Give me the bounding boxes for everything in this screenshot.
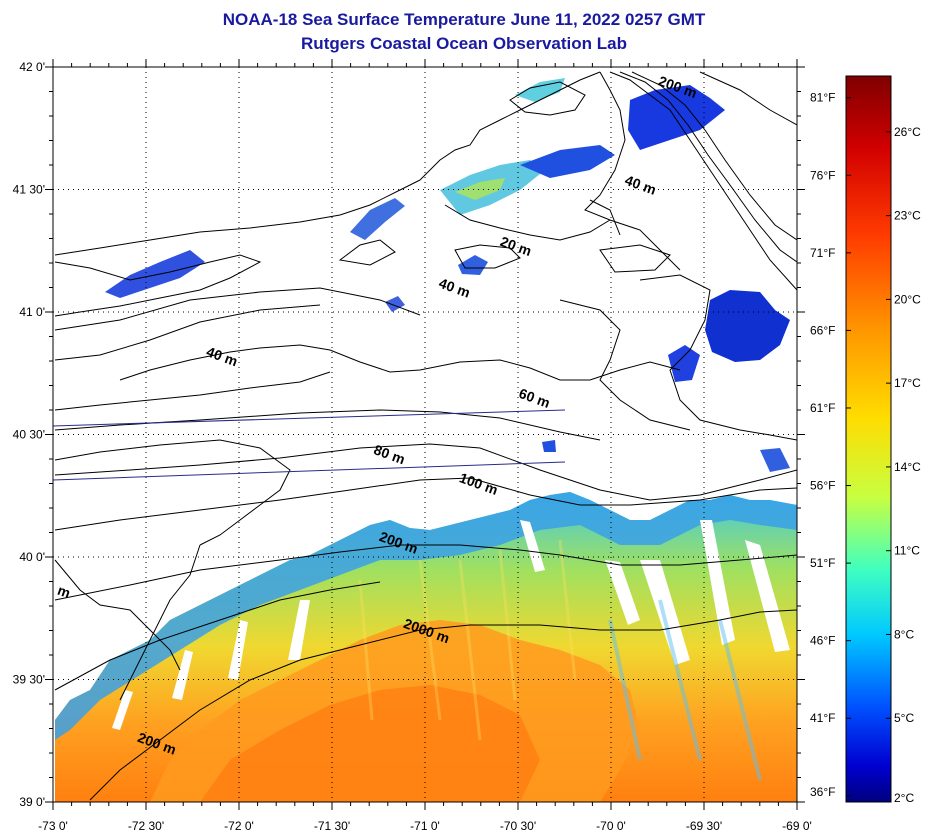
celsius-label: 5°C bbox=[894, 711, 914, 725]
sst-patch-narragansett bbox=[350, 198, 405, 240]
fahrenheit-label: 56°F bbox=[810, 479, 835, 493]
sst-shelf-fringe bbox=[55, 492, 797, 740]
contour-label: 40 m bbox=[623, 172, 658, 198]
sst-patch-capecod-bay bbox=[515, 78, 565, 102]
sst-patch-cape-north bbox=[520, 145, 615, 178]
fahrenheit-label: 71°F bbox=[810, 246, 835, 260]
fahrenheit-label: 76°F bbox=[810, 168, 835, 182]
contour-label: 20 m bbox=[498, 233, 533, 259]
latitude-label: 39 30' bbox=[13, 673, 45, 687]
contour-label: 100 m bbox=[457, 469, 500, 498]
celsius-label: 20°C bbox=[894, 292, 921, 306]
sst-patch-nantucket-east bbox=[705, 290, 790, 362]
longitude-labels: -73 0' -72 30' -72 0' -71 30' -71 0' -70 30' -… bbox=[38, 819, 812, 832]
latitude-label: 39 0' bbox=[19, 795, 45, 809]
map-title: NOAA-18 Sea Surface Temperature June 11,… bbox=[222, 10, 706, 29]
celsius-label: 11°C bbox=[894, 544, 920, 558]
longitude-label: -69 0' bbox=[782, 819, 812, 832]
lat-lon-grid bbox=[53, 67, 797, 802]
map-subtitle: Rutgers Coastal Ocean Observation Lab bbox=[301, 34, 627, 53]
temperature-colorbar bbox=[845, 75, 892, 803]
fahrenheit-label: 61°F bbox=[810, 401, 835, 415]
sst-patch-vineyard bbox=[458, 255, 488, 275]
latitude-labels: 39 0' 39 30' 40 0' 40 30' 41 0' 41 30' 42 0' bbox=[13, 60, 45, 809]
sst-patch-ne-cape bbox=[628, 85, 725, 150]
contour-label: 40 m bbox=[437, 275, 472, 301]
celsius-label: 8°C bbox=[894, 627, 914, 641]
sst-patch-offshore-small bbox=[542, 440, 556, 452]
latitude-label: 41 30' bbox=[13, 183, 45, 197]
longitude-label: -73 0' bbox=[38, 819, 68, 832]
latitude-label: 40 30' bbox=[13, 428, 45, 442]
fahrenheit-label: 66°F bbox=[810, 323, 835, 337]
latitude-label: 42 0' bbox=[19, 60, 45, 74]
celsius-labels: 2°C 5°C 8°C 11°C 14°C 17°C 20°C 23°C 26°C bbox=[894, 125, 921, 805]
fahrenheit-label: 41°F bbox=[810, 711, 835, 725]
longitude-label: -72 0' bbox=[224, 819, 254, 832]
fahrenheit-labels: 36°F 41°F 46°F 51°F 56°F 61°F 66°F 71°F 76°F 81°F bbox=[810, 91, 835, 799]
sst-patch-nantucket-se bbox=[668, 345, 700, 382]
latitude-label: 40 0' bbox=[19, 550, 45, 564]
longitude-label: -70 30' bbox=[500, 819, 536, 832]
sst-patch-east-edge bbox=[760, 448, 790, 472]
colorbar-ticks bbox=[846, 97, 891, 803]
fahrenheit-label: 46°F bbox=[810, 634, 835, 648]
sst-patch-buzzards-warm bbox=[455, 178, 505, 200]
celsius-label: 2°C bbox=[894, 791, 914, 805]
celsius-label: 17°C bbox=[894, 376, 921, 390]
fahrenheit-label: 36°F bbox=[810, 785, 835, 799]
axis-ticks bbox=[45, 59, 805, 810]
fahrenheit-label: 51°F bbox=[810, 556, 835, 570]
latitude-label: 41 0' bbox=[19, 305, 45, 319]
contour-label: m bbox=[55, 582, 72, 601]
contour-label: 40 m bbox=[204, 343, 239, 369]
satellite-tracks bbox=[52, 409, 566, 481]
longitude-label: -70 0' bbox=[596, 819, 626, 832]
contour-label: 60 m bbox=[517, 385, 552, 411]
sst-streaks bbox=[358, 539, 577, 741]
sst-patch-montauk bbox=[105, 250, 205, 298]
longitude-label: -69 30' bbox=[686, 819, 722, 832]
longitude-label: -72 30' bbox=[128, 819, 164, 832]
longitude-label: -71 30' bbox=[314, 819, 350, 832]
sst-data-layer bbox=[55, 78, 797, 802]
longitude-label: -71 0' bbox=[410, 819, 440, 832]
sst-patch-blockisland bbox=[385, 296, 405, 312]
celsius-label: 14°C bbox=[894, 460, 921, 474]
sst-deep-orange bbox=[200, 685, 540, 802]
fahrenheit-label: 81°F bbox=[810, 91, 835, 105]
celsius-label: 26°C bbox=[894, 125, 921, 139]
celsius-label: 23°C bbox=[894, 209, 921, 223]
